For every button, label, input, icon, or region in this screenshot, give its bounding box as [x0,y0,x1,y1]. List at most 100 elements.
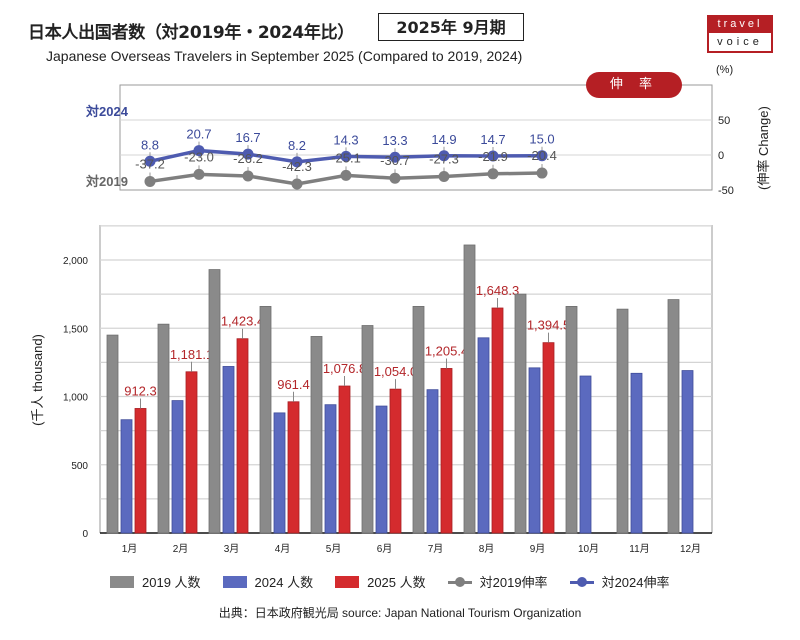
point-vs2024 [193,145,205,157]
bar-2025 [542,342,555,534]
series-label-vs2019: 対2019 [85,174,128,189]
bar-2019 [463,244,476,534]
bar-data-label: 1,076.8 [323,361,366,376]
data-label-vs2019: -42.3 [282,159,312,174]
x-tick-label: 7月 [428,543,444,555]
bar-data-label: 1,423.4 [221,314,264,329]
data-label-vs2024: 14.3 [333,132,358,147]
point-vs2024 [340,150,352,162]
data-label-vs2019: -30.7 [380,153,410,168]
bar-y-tick: 2,000 [63,256,88,267]
series-label-vs2024: 対2024 [85,104,129,119]
bar-2024 [630,372,643,534]
point-vs2024 [242,148,254,160]
rate-y-tick: 50 [718,115,730,127]
point-vs2019 [536,167,548,179]
legend-2025: 2025 人数 [335,572,426,591]
data-label-vs2019: -26.2 [233,151,263,166]
bar-2025 [491,307,504,534]
data-label-vs2024: 14.9 [431,132,456,147]
bar-2019 [106,334,119,534]
legend-label: 対2019伸率 [479,575,548,590]
bar-2024 [222,366,235,534]
legend-swatch-2024 [222,575,247,588]
bar-2025 [338,385,351,534]
bar-2024 [528,367,541,534]
bar-y-tick: 1,000 [63,393,88,404]
bar-y-tick: 1,500 [63,324,88,335]
data-label-vs2019: -20.4 [527,148,557,163]
point-vs2019 [487,168,499,180]
data-label-vs2019: -23.0 [184,149,214,164]
point-vs2019 [193,168,205,180]
traveler-bar-chart: 0 500 1,000 1,500 2,000 (千人 thousand) 912.3 1月 1… [30,225,713,555]
chart-subtitle: Japanese Overseas Travelers in September… [46,48,523,64]
bar-2025 [389,388,402,534]
data-label-vs2024: 13.3 [382,133,407,148]
bar-2024 [681,370,694,534]
data-label-vs2024: 8.8 [141,137,159,152]
point-vs2019 [242,170,254,182]
legend-line-vs2019 [447,576,472,588]
data-label-vs2024: 8.2 [288,138,306,153]
legend-label: 2019 人数 [142,575,201,590]
data-label-vs2019: -25.1 [331,150,361,165]
bar-y-tick: 500 [71,461,88,472]
bar-y-tick: 0 [82,529,88,540]
x-tick-label: 8月 [479,543,495,555]
bar-2019 [412,306,425,534]
x-tick-label: 1月 [122,543,138,555]
bar-2025 [440,368,453,534]
legend-2019: 2019 人数 [110,572,201,591]
legend-2024: 2024 人数 [222,572,314,591]
rate-y-tick: -50 [718,185,734,197]
bar-2024 [324,404,337,534]
point-vs2019 [438,171,450,182]
bar-2019 [616,308,629,534]
bar-2019 [259,306,272,534]
data-label-vs2019: -21.9 [478,149,508,164]
bar-data-label: 1,205.4 [425,343,468,358]
legend-vs2024: 対2024伸率 [569,572,670,591]
x-tick-label: 11月 [629,543,649,555]
point-vs2024 [536,150,548,162]
x-tick-label: 12月 [680,543,701,555]
legend-label: 2024 人数 [254,575,314,590]
bar-2025 [134,408,147,534]
bar-2019 [208,269,221,534]
point-vs2024 [144,155,156,167]
bar-2019 [157,323,170,534]
bar-data-label: 912.3 [124,383,157,398]
legend: 2019 人数 2024 人数 2025 人数 対2019伸率 対2024伸率 [110,572,691,591]
legend-line-vs2024 [569,576,594,588]
rate-y-axis-label: (伸率 Change) [756,106,771,190]
bar-2024 [120,419,133,534]
x-tick-label: 10月 [578,543,599,555]
point-vs2019 [144,175,156,187]
legend-vs2019: 対2019伸率 [447,572,548,591]
bar-data-label: 1,394.5 [527,318,570,333]
legend-label: 対2024伸率 [601,575,670,590]
bar-2025 [185,371,198,534]
x-tick-label: 5月 [326,543,342,555]
point-vs2024 [389,151,401,163]
bar-data-label: 1,648.3 [476,283,519,298]
x-tick-label: 9月 [530,543,546,555]
bar-data-label: 961.4 [277,377,310,392]
bar-2019 [361,325,374,534]
bar-data-label: 1,054.0 [374,364,417,379]
period-box: 2025年 9月期 [378,13,524,41]
data-label-vs2019: -27.3 [429,152,459,167]
data-label-vs2024: 15.0 [529,132,554,147]
source-note: 出典：日本政府観光局 source: Japan National Touris… [218,606,582,620]
chart-title: 日本人出国者数（対2019年・2024年比） [28,23,355,43]
rate-unit-label: (%) [716,64,734,76]
point-vs2019 [389,172,401,184]
bar-2024 [171,400,184,534]
legend-label: 2025 人数 [367,575,426,590]
legend-swatch-2025 [335,575,360,588]
rate-line-chart: 50 0 -50 (伸率 Change) 対2024 対2019 8.8 20.7 16.7 8.… [85,84,771,197]
rate-y-tick: 0 [718,150,724,162]
bar-2019 [565,306,578,534]
